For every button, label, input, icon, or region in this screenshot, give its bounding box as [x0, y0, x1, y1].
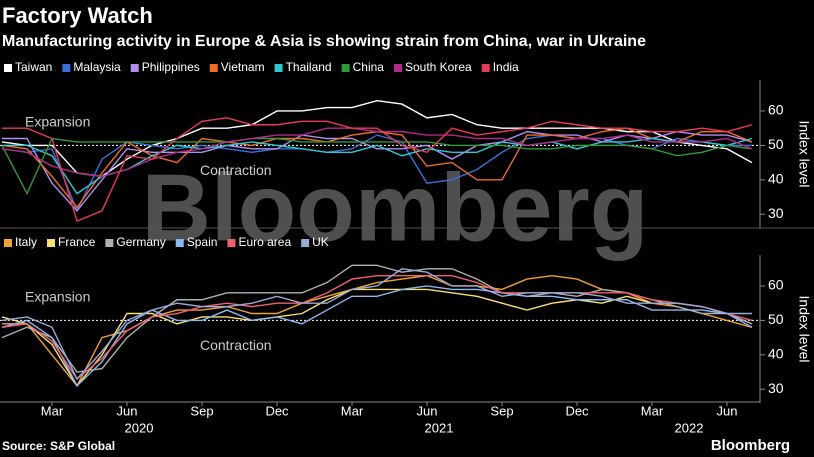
source: Source: S&P Global: [2, 439, 115, 453]
series-line: [1, 268, 752, 381]
annotation: Expansion: [25, 289, 90, 305]
annotation: Expansion: [25, 114, 90, 130]
x-tick-label: Jun: [717, 403, 738, 418]
legend-swatch: [105, 239, 114, 247]
legend-label: China: [353, 60, 385, 74]
x-tick-label: Dec: [565, 403, 589, 418]
x-tick-label: Sep: [490, 403, 513, 418]
legend-label: South Korea: [405, 60, 472, 74]
legend-swatch: [301, 239, 310, 247]
chart-title: Factory Watch: [2, 3, 153, 28]
legend-label: Philippines: [142, 60, 200, 74]
legend-label: Italy: [15, 235, 37, 249]
series-line: [1, 288, 753, 388]
brand: Bloomberg: [711, 437, 790, 454]
y-tick-label: 30: [768, 205, 784, 221]
series-line: [1, 127, 753, 178]
series-line: [2, 117, 753, 223]
x-tick-label: Mar: [341, 403, 364, 418]
legend-swatch: [209, 64, 218, 72]
chart-subtitle: Manufacturing activity in Europe & Asia …: [2, 33, 646, 50]
y-tick-label: 60: [768, 102, 784, 118]
x-tick-label: Mar: [641, 403, 664, 418]
y-tick-label: 50: [768, 311, 784, 327]
legend-swatch: [47, 239, 56, 247]
x-tick-label: Dec: [265, 403, 289, 418]
x-tick-label: Jun: [117, 403, 138, 418]
legend-label: France: [58, 235, 96, 249]
legend-swatch: [227, 239, 236, 247]
series-line: [1, 274, 753, 380]
legend-swatch: [4, 64, 12, 72]
series-line: [1, 137, 753, 196]
x-tick-label: Mar: [41, 403, 64, 418]
series-line: [1, 285, 753, 387]
y-tick-label: 50: [768, 136, 784, 152]
axis-label: Index level: [796, 121, 812, 188]
legend-label: India: [493, 60, 519, 74]
annotation: Contraction: [200, 162, 272, 178]
watermark: Bloomberg: [142, 154, 649, 261]
legend-swatch: [393, 64, 402, 72]
legend-swatch: [130, 64, 139, 72]
legend-swatch: [175, 239, 184, 247]
legend-label: Spain: [187, 235, 218, 249]
legend-label: Euro area: [238, 235, 291, 249]
x-year-label: 2021: [425, 420, 454, 435]
legend-swatch: [4, 239, 12, 247]
legend-label: Germany: [116, 235, 165, 249]
series-line: [1, 99, 753, 178]
y-tick-label: 40: [768, 171, 784, 187]
x-year-label: 2020: [125, 420, 154, 435]
legend-label: Vietnam: [221, 60, 265, 74]
legend-swatch: [341, 64, 350, 72]
legend-swatch: [481, 64, 490, 72]
annotation: Contraction: [200, 337, 272, 353]
legend-swatch: [62, 64, 71, 72]
legend-label: Thailand: [286, 60, 332, 74]
y-tick-label: 60: [768, 277, 784, 293]
y-tick-label: 30: [768, 380, 784, 396]
y-tick-label: 40: [768, 346, 784, 362]
x-tick-label: Sep: [190, 403, 213, 418]
legend-label: Taiwan: [15, 60, 52, 74]
axis-label: Index level: [796, 296, 812, 363]
x-year-label: 2022: [675, 420, 704, 435]
legend-swatch: [274, 64, 283, 72]
legend-label: Malaysia: [73, 60, 121, 74]
legend-label: UK: [312, 235, 329, 249]
x-tick-label: Jun: [417, 403, 438, 418]
